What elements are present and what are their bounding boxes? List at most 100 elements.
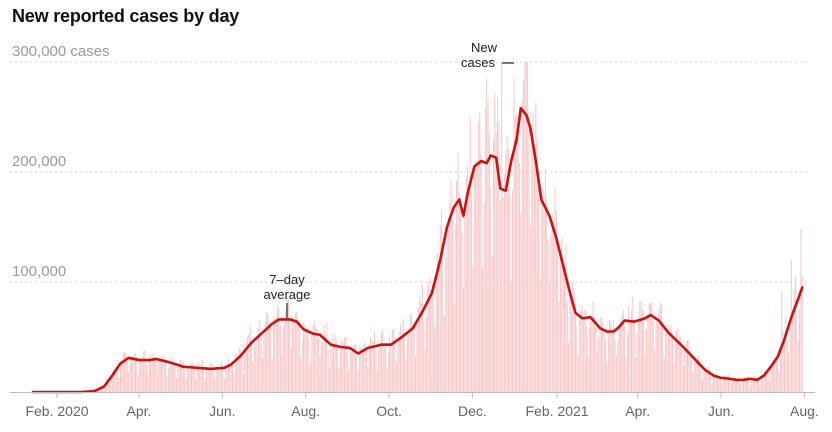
new-cases-bar bbox=[309, 362, 311, 392]
new-cases-bar bbox=[483, 203, 485, 392]
new-cases-bar bbox=[561, 237, 563, 392]
new-cases-bar bbox=[490, 187, 492, 392]
new-cases-bar bbox=[114, 371, 116, 392]
new-cases-bar bbox=[557, 245, 559, 392]
x-tick-label: Jun. bbox=[209, 403, 235, 419]
new-cases-bar bbox=[359, 353, 361, 392]
new-cases-bar bbox=[547, 239, 549, 392]
new-cases-bar bbox=[338, 368, 340, 392]
new-cases-bar bbox=[584, 309, 586, 392]
new-cases-bar bbox=[599, 318, 601, 392]
x-tick-label: Dec. bbox=[458, 403, 487, 419]
new-cases-bar bbox=[682, 364, 684, 392]
new-cases-bar bbox=[197, 362, 199, 392]
new-cases-bar bbox=[368, 344, 370, 392]
new-cases-bar bbox=[748, 379, 750, 392]
new-cases-bar bbox=[501, 62, 503, 392]
new-cases-bar bbox=[677, 328, 679, 392]
new-cases-bar bbox=[203, 368, 205, 392]
new-cases-bar bbox=[364, 342, 366, 392]
new-cases-bar bbox=[691, 356, 693, 392]
new-cases-bar bbox=[762, 374, 764, 392]
new-cases-bar bbox=[328, 367, 331, 392]
y-tick-label: 200,000 bbox=[12, 153, 66, 170]
new-cases-bar bbox=[499, 200, 501, 392]
new-cases-bar bbox=[629, 322, 631, 392]
new-cases-bar bbox=[797, 339, 799, 392]
new-cases-bar bbox=[188, 369, 190, 392]
new-cases-bar bbox=[417, 307, 419, 392]
new-cases-bar bbox=[140, 360, 142, 392]
new-cases-bar bbox=[275, 316, 277, 392]
new-cases-bar bbox=[341, 340, 343, 392]
new-cases-bar bbox=[242, 373, 244, 392]
new-cases-bar bbox=[569, 288, 571, 392]
new-cases-bar bbox=[667, 324, 669, 392]
new-cases-bar bbox=[397, 342, 399, 392]
new-cases-bar bbox=[492, 139, 494, 392]
new-cases-bar bbox=[110, 376, 112, 392]
new-cases-bar bbox=[286, 296, 288, 392]
new-cases-bar bbox=[544, 169, 546, 392]
seven-day-average-line bbox=[31, 106, 804, 394]
new-cases-bar bbox=[758, 381, 760, 392]
new-cases-bar bbox=[367, 369, 369, 392]
new-cases-bar bbox=[158, 359, 160, 392]
x-tick-label: Feb. 2021 bbox=[526, 403, 589, 419]
new-cases-bar bbox=[633, 319, 635, 392]
new-cases-bar bbox=[129, 363, 131, 392]
new-cases-bar bbox=[453, 303, 455, 392]
new-cases-bar bbox=[432, 282, 434, 392]
new-cases-bar bbox=[177, 366, 179, 392]
new-cases-bar bbox=[297, 318, 299, 392]
new-cases-bar bbox=[283, 322, 285, 392]
new-cases-bar bbox=[290, 348, 292, 392]
new-cases-bar bbox=[219, 363, 221, 392]
new-cases-bar bbox=[374, 330, 376, 392]
new-cases-bar bbox=[542, 189, 544, 392]
new-cases-bar bbox=[755, 378, 757, 392]
new-cases-bar bbox=[539, 280, 541, 392]
new-cases-bar bbox=[655, 321, 657, 392]
new-cases-bar bbox=[635, 356, 637, 392]
new-cases-bar bbox=[613, 319, 615, 392]
new-cases-bar bbox=[327, 348, 329, 392]
new-cases-bar bbox=[548, 280, 550, 392]
new-cases-bar bbox=[363, 345, 365, 392]
new-cases-bar bbox=[656, 324, 658, 392]
new-cases-bar bbox=[190, 364, 193, 392]
new-cases-bar bbox=[267, 313, 269, 392]
new-cases-bar bbox=[226, 367, 228, 392]
new-cases-bar bbox=[249, 326, 251, 392]
new-cases-bar bbox=[740, 384, 742, 392]
new-cases-bar bbox=[100, 387, 102, 392]
new-cases-bar bbox=[312, 325, 314, 392]
new-cases-bar bbox=[775, 357, 777, 392]
new-cases-bar bbox=[462, 287, 464, 392]
new-cases-bar bbox=[348, 370, 350, 392]
new-cases-bar bbox=[598, 338, 600, 392]
chart-title: New reported cases by day bbox=[12, 6, 240, 26]
new-cases-bar bbox=[335, 339, 337, 392]
new-cases-bar bbox=[759, 384, 761, 392]
new-cases-bar bbox=[514, 115, 516, 392]
x-tick-label: Aug. bbox=[790, 403, 819, 419]
y-tick-label: 300,000 cases bbox=[12, 43, 110, 60]
new-cases-bar bbox=[554, 186, 556, 392]
new-cases-bar bbox=[238, 348, 240, 392]
new-cases-bar bbox=[641, 308, 643, 392]
new-cases-bar bbox=[510, 282, 512, 392]
new-cases-bar bbox=[386, 366, 388, 392]
new-cases-bar bbox=[516, 116, 518, 393]
new-cases-bar bbox=[398, 331, 400, 392]
new-cases-bar bbox=[409, 314, 411, 392]
x-tick-label: Feb. 2020 bbox=[25, 403, 88, 419]
new-cases-bar bbox=[109, 385, 111, 392]
new-cases-bar bbox=[214, 377, 216, 392]
new-cases-bar bbox=[717, 374, 719, 392]
new-cases-bar bbox=[107, 382, 109, 392]
new-cases-bar bbox=[491, 255, 493, 392]
new-cases-bar bbox=[376, 370, 378, 392]
new-cases-bar bbox=[268, 321, 270, 392]
new-cases-bar bbox=[170, 362, 172, 392]
